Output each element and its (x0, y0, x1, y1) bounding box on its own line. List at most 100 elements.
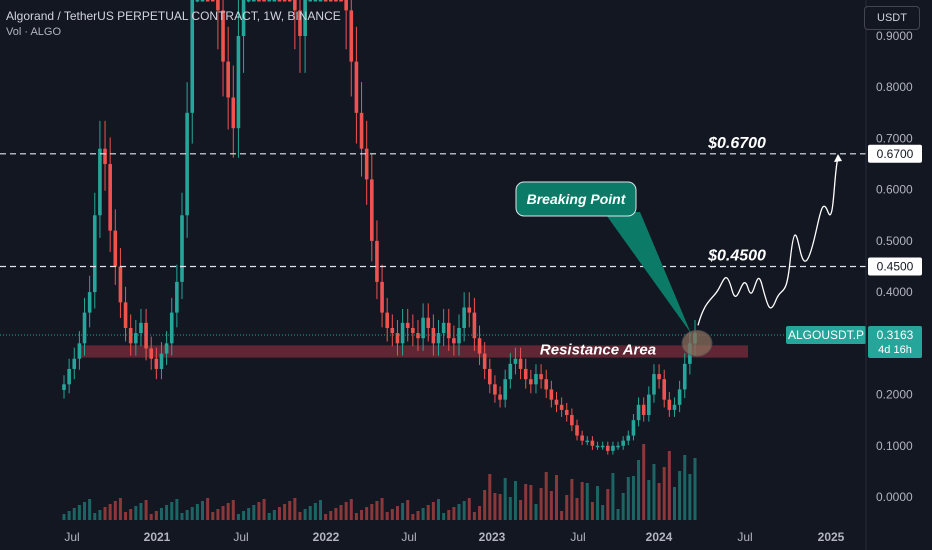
candle-body (308, 0, 313, 2)
candle-body (113, 230, 118, 267)
callout-text: Breaking Point (527, 191, 627, 207)
volume-bar (211, 512, 215, 520)
volume-bar (642, 444, 646, 520)
x-tick-label: Jul (233, 530, 248, 544)
volume-bar (462, 501, 466, 520)
candle-body (77, 343, 82, 359)
axis-level-label: 0.6700 (877, 147, 914, 161)
volume-bar (647, 480, 651, 520)
candle-body (277, 0, 282, 2)
candle-body (682, 363, 687, 390)
volume-bar (226, 503, 230, 520)
volume-bar (478, 506, 482, 520)
volume-bar (88, 499, 92, 520)
candle-body (144, 322, 148, 349)
candle-body (267, 0, 272, 2)
volume-bar (498, 494, 502, 520)
volume-bar (267, 513, 271, 520)
volume-bar (185, 510, 189, 520)
volume-bar (124, 512, 128, 520)
candle-body (134, 333, 138, 344)
y-tick-label: 0.5000 (876, 234, 913, 248)
candle-body (252, 0, 256, 2)
axis-level-box (868, 144, 922, 163)
candle-body (164, 343, 169, 354)
volume-bar (637, 460, 641, 520)
y-tick-label: 0.8000 (876, 80, 913, 94)
candle-body (667, 399, 672, 410)
volume-bar (544, 472, 548, 520)
volume-bar (626, 477, 630, 520)
axis-level-label: 0.4500 (877, 260, 914, 274)
volume-bar (590, 502, 594, 520)
volume-bar (83, 502, 87, 520)
volume-bar (170, 502, 174, 520)
volume-bar (375, 501, 379, 520)
candle-body (605, 445, 610, 451)
y-tick-label: 0.9000 (876, 29, 913, 43)
candle-body (575, 425, 579, 436)
volume-bar (349, 499, 353, 520)
volume-bar (457, 504, 461, 520)
candle-body (416, 333, 420, 339)
candle-body (149, 348, 154, 359)
candle-body (405, 322, 410, 328)
volume-bar (298, 512, 302, 520)
volume-bar (108, 504, 112, 520)
volume-bar (560, 511, 564, 520)
volume-bar (72, 508, 76, 520)
volume-bar (339, 505, 343, 520)
x-tick-label: 2025 (818, 530, 845, 544)
volume-bar (693, 458, 697, 520)
volume-bar (231, 500, 235, 520)
volume-bar (534, 504, 538, 520)
candle-body (662, 379, 667, 400)
candle-body (580, 435, 584, 441)
candle-body (241, 0, 246, 36)
volume-bar (272, 510, 276, 520)
candle-body (323, 0, 328, 2)
volume-bar (67, 511, 71, 520)
callout-pointer (604, 212, 691, 334)
callout-box (515, 181, 637, 217)
candle-body (426, 317, 431, 328)
volume-bar (370, 504, 374, 520)
candle-body (657, 374, 661, 380)
volume-bar (672, 487, 676, 520)
candle-body (441, 322, 446, 334)
volume-bar (467, 498, 471, 520)
x-tick-label: Jul (570, 530, 585, 544)
candle-body (359, 112, 364, 149)
candle-body (395, 333, 400, 344)
candle-body (298, 10, 302, 36)
candle-body (236, 36, 241, 129)
volume-bar (103, 507, 107, 520)
volume-bar (93, 513, 97, 520)
candle-body (200, 0, 205, 2)
candle-body (185, 112, 189, 216)
volume-bar (206, 498, 210, 520)
price-tag-countdown: 4d 16h (878, 344, 912, 356)
candle-body (221, 10, 225, 62)
currency-button[interactable]: USDT (864, 6, 920, 30)
volume-bar (201, 501, 205, 520)
volume-bar (631, 476, 635, 520)
symbol-tag-text: ALGOUSDT.P (788, 328, 864, 342)
volume-bar (159, 508, 163, 520)
candle-body (92, 215, 97, 293)
volume-bar (549, 491, 553, 520)
x-tick-label: Jul (64, 530, 79, 544)
volume-bar (483, 490, 487, 520)
volume-bar (175, 499, 179, 520)
candle-body (652, 374, 656, 395)
volume-bar (134, 506, 138, 520)
y-tick-label: 0.2000 (876, 388, 913, 402)
candle-body (647, 394, 651, 416)
candle-body (262, 0, 266, 2)
candle-body (564, 409, 569, 416)
volume-bar (616, 509, 620, 520)
volume-label: Vol · ALGO (6, 26, 62, 38)
candle-body (195, 0, 200, 2)
volume-bar (621, 493, 625, 520)
